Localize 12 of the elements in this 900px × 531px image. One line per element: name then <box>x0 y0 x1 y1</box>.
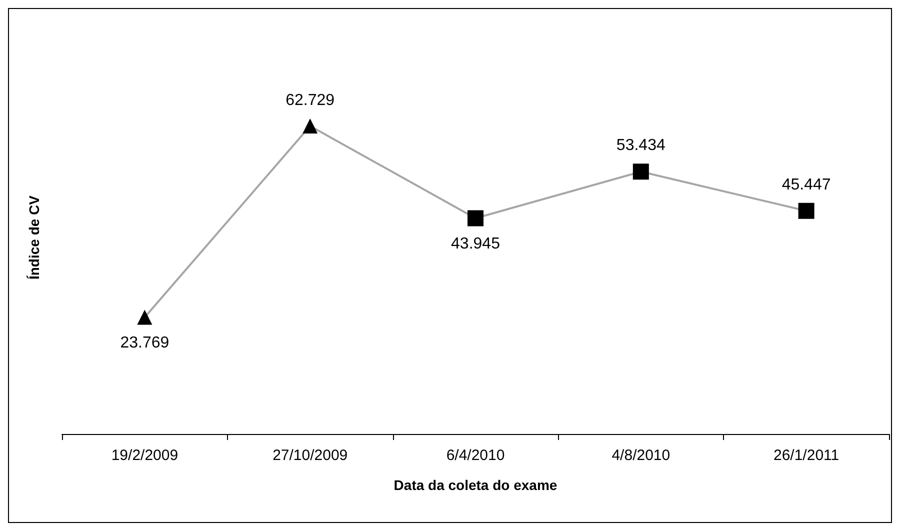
data-label: 53.434 <box>616 137 666 154</box>
x-tick-label: 6/4/2010 <box>446 447 505 464</box>
x-tick-label: 26/1/2011 <box>773 447 840 464</box>
data-label: 62.729 <box>286 92 335 110</box>
x-tick-label: 19/2/2009 <box>111 447 178 464</box>
data-label: 23.769 <box>120 334 170 352</box>
x-tick-label: 4/8/2010 <box>612 447 670 464</box>
x-tick-label: 27/10/2009 <box>272 447 348 464</box>
data-label: 45.447 <box>782 176 831 194</box>
data-label: 43.945 <box>451 236 500 253</box>
y-axis-title: Índice de CV <box>26 194 42 280</box>
x-axis-title: Data da coleta do exame <box>394 477 558 493</box>
